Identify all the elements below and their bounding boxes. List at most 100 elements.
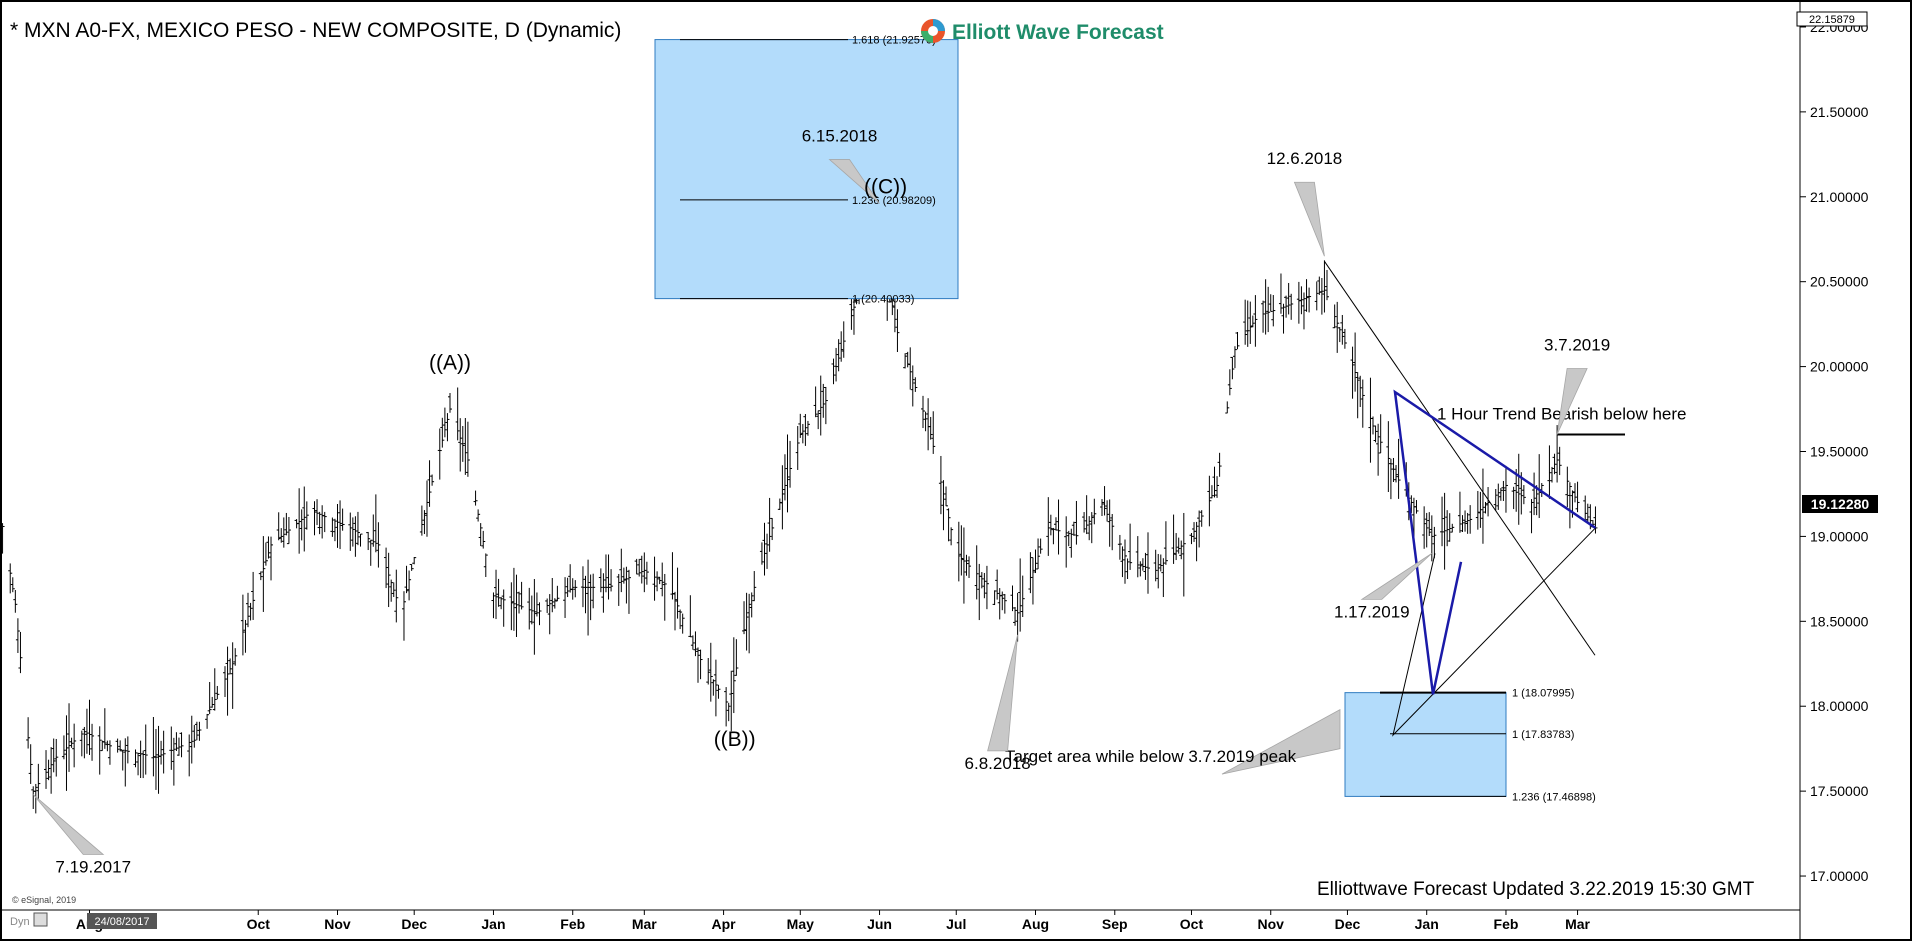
ohlc-bar: [1278, 273, 1283, 314]
ohlc-bar: [1000, 591, 1005, 611]
ohlc-bar: [1192, 522, 1197, 542]
lower-target-box: [1344, 692, 1507, 797]
ohlc-bar: [1189, 533, 1194, 545]
ohlc-bar: [240, 594, 245, 656]
ohlc-bar: [1557, 446, 1562, 476]
ohlc-bar: [1232, 346, 1237, 369]
ohlc-bar: [1209, 485, 1214, 499]
ohlc-bar: [1176, 537, 1181, 554]
ohlc-bar: [179, 732, 184, 758]
ohlc-bar: [834, 347, 839, 382]
ohlc-bar: [0, 507, 2, 519]
ohlc-bar: [1261, 300, 1266, 333]
ohlc-bar: [547, 594, 552, 635]
trendline: [1324, 261, 1596, 656]
ohlc-bar: [652, 556, 657, 601]
ohlc-bar: [642, 552, 647, 593]
ohlc-bar: [514, 574, 519, 637]
ohlc-bar: [1529, 499, 1534, 534]
ohlc-bar: [266, 536, 271, 559]
ohlc-bar: [133, 749, 138, 768]
target-callout-pointer: [1221, 708, 1341, 775]
ohlc-bar: [136, 752, 141, 776]
ohlc-bar: [800, 423, 805, 444]
ohlc-bar: [72, 723, 77, 768]
ohlc-bar: [141, 750, 146, 779]
ohlc-bar: [1248, 301, 1253, 344]
ohlc-bar: [1230, 356, 1235, 380]
x-tick-label: Mar: [632, 916, 657, 932]
ohlc-bar: [816, 410, 821, 430]
ohlc-bar: [1496, 483, 1501, 510]
ohlc-bar: [708, 642, 713, 702]
ohlc-bar: [995, 569, 1000, 600]
ohlc-bar: [1135, 536, 1140, 578]
date-box-label: 24/08/2017: [94, 916, 149, 928]
ohlc-bar: [895, 309, 900, 353]
ohlc-bar: [509, 582, 514, 631]
ohlc-bar: [1337, 327, 1342, 343]
ohlc-bar: [230, 642, 235, 709]
ohlc-bar: [1549, 466, 1554, 483]
ohlc-bar: [823, 386, 828, 425]
ohlc-bar: [1163, 521, 1168, 565]
ohlc-bar: [407, 570, 412, 601]
ohlc-bar: [655, 571, 660, 592]
ohlc-bar: [1468, 505, 1473, 534]
ohlc-bar: [662, 573, 667, 621]
callout-pointer: [828, 159, 880, 204]
ohlc-bar: [67, 703, 72, 772]
ohlc-bar: [1056, 499, 1061, 555]
ohlc-bar: [765, 533, 770, 569]
ohlc-bar: [731, 637, 736, 714]
callout-pointer: [987, 634, 1019, 752]
copyright-text: © eSignal, 2019: [12, 895, 76, 905]
ohlc-bar: [1038, 538, 1043, 554]
date-box: [87, 913, 157, 929]
ohlc-bar: [192, 725, 197, 748]
ohlc-bar: [36, 763, 41, 801]
ohlc-bar: [527, 587, 532, 630]
ohlc-bar: [1480, 468, 1485, 544]
ohlc-bar: [228, 658, 233, 675]
ohlc-bar: [473, 490, 478, 506]
ohlc-bar: [782, 454, 787, 501]
ohlc-bar: [984, 565, 989, 610]
ohlc-bar: [412, 556, 417, 565]
ohlc-bar: [159, 740, 164, 765]
x-tick-label: Dec: [1335, 916, 1361, 932]
ohlc-bar: [440, 417, 445, 448]
ohlc-bar: [409, 563, 414, 571]
ohlc-bar: [1171, 514, 1176, 564]
x-tick-label: Oct: [247, 916, 271, 932]
ohlc-bar: [1511, 486, 1516, 510]
brand-name: Elliott Wave Forecast: [952, 21, 1164, 44]
ohlc-bar: [302, 486, 307, 552]
ohlc-bar: [458, 418, 463, 472]
ohlc-bar: [90, 723, 95, 761]
ohlc-bar: [711, 679, 716, 696]
ohlc-bar: [225, 646, 230, 716]
ohlc-bar: [767, 497, 772, 552]
brand-logo: Elliott Wave Forecast: [921, 19, 1164, 44]
ohlc-bar: [762, 522, 767, 576]
x-tick-label: Mar: [1565, 916, 1590, 932]
ohlc-bar: [1386, 421, 1391, 493]
scroll-handle[interactable]: [33, 912, 48, 927]
y-tick-label: 21.00000: [1810, 189, 1869, 205]
ohlc-bar: [517, 591, 522, 614]
ohlc-bar: [591, 573, 596, 609]
ohlc-bar: [223, 666, 227, 698]
ohlc-bar: [26, 717, 31, 749]
ohlc-bar: [1565, 466, 1570, 508]
ohlc-bar: [770, 517, 775, 541]
ohlc-bar: [1140, 558, 1145, 571]
ohlc-bar: [1143, 552, 1148, 580]
ohlc-bar: [322, 511, 327, 533]
dyn-label: Dyn: [10, 916, 30, 928]
projections: [1392, 389, 1597, 737]
ohlc-bar: [573, 580, 578, 598]
ohlc-bar: [1227, 369, 1232, 396]
ohlc-bar: [481, 530, 486, 549]
ohlc-bar: [1281, 303, 1286, 334]
